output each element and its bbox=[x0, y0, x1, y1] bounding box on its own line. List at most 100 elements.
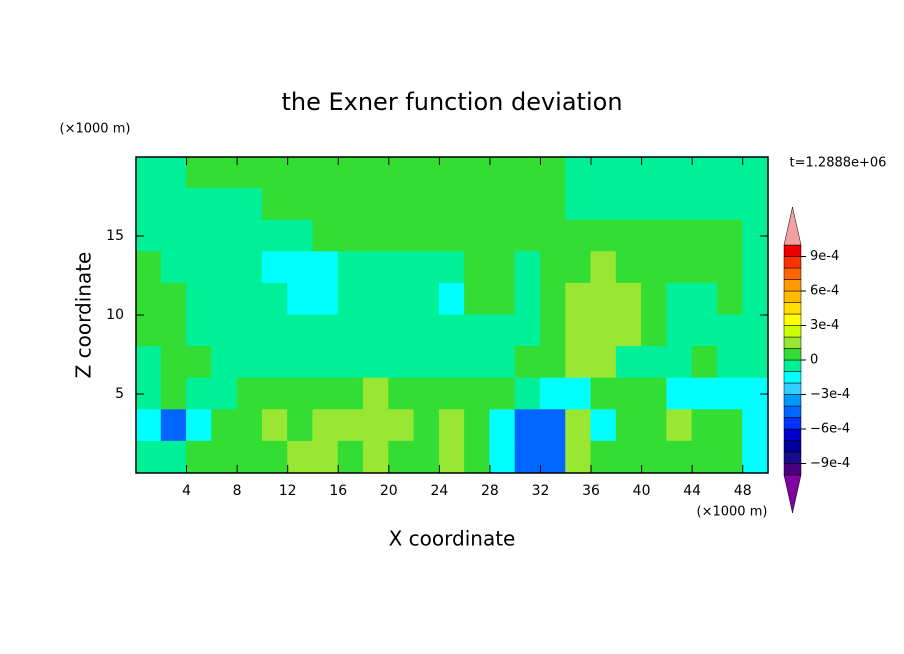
colorbar-box bbox=[783, 382, 802, 395]
contour-cell bbox=[363, 282, 390, 316]
contour-cell bbox=[539, 377, 567, 411]
contour-cell bbox=[615, 377, 643, 411]
contour-cell bbox=[666, 282, 693, 316]
contour-cell bbox=[186, 314, 213, 348]
contour-cell bbox=[136, 346, 162, 379]
contour-cell bbox=[514, 219, 541, 253]
contour-cell bbox=[388, 219, 415, 253]
contour-cell bbox=[261, 409, 289, 442]
contour-cell bbox=[160, 346, 188, 379]
x-tick-label: 8 bbox=[233, 483, 242, 499]
contour-cell bbox=[337, 188, 365, 221]
contour-cell bbox=[413, 409, 440, 442]
contour-cell bbox=[312, 377, 339, 411]
contour-cell bbox=[464, 314, 491, 348]
contour-cell bbox=[514, 346, 541, 379]
contour-cell bbox=[438, 282, 466, 316]
contour-cell bbox=[565, 282, 592, 316]
contour-cell bbox=[261, 377, 289, 411]
contour-cell bbox=[413, 377, 440, 411]
contour-cell bbox=[337, 219, 365, 253]
contour-cell bbox=[464, 251, 491, 284]
contour-cell bbox=[742, 440, 768, 473]
contour-cell bbox=[539, 188, 567, 221]
contour-cell bbox=[742, 188, 768, 221]
contour-cell bbox=[160, 188, 188, 221]
contour-cell bbox=[489, 440, 516, 473]
contour-cell bbox=[565, 251, 592, 284]
colorbar-box bbox=[783, 359, 802, 372]
colorbar-over bbox=[783, 206, 802, 246]
contour-cell bbox=[716, 314, 744, 348]
contour-cell bbox=[363, 157, 390, 190]
contour-cell bbox=[413, 282, 440, 316]
contour-cell bbox=[590, 219, 617, 253]
colorbar-box bbox=[783, 256, 802, 269]
colorbar-box bbox=[783, 428, 802, 441]
contour-cell bbox=[261, 282, 289, 316]
y-tick-label: 10 bbox=[106, 307, 124, 323]
contour-cell bbox=[186, 440, 213, 473]
colorbar-box bbox=[783, 267, 802, 280]
contour-cell bbox=[615, 282, 643, 316]
contour-cell bbox=[489, 377, 516, 411]
contour-cell bbox=[160, 440, 188, 473]
contour-cell bbox=[136, 188, 162, 221]
colorbar-box bbox=[783, 394, 802, 407]
contour-cell bbox=[337, 409, 365, 442]
colorbar-box bbox=[783, 348, 802, 361]
x-tick-label: 4 bbox=[182, 483, 191, 499]
contour-cell bbox=[211, 440, 238, 473]
contour-cell bbox=[287, 346, 314, 379]
contour-cell bbox=[236, 251, 263, 284]
contour-cell bbox=[287, 157, 314, 190]
contour-cell bbox=[691, 251, 718, 284]
colorbar-box bbox=[783, 336, 802, 349]
colorbar-box bbox=[783, 290, 802, 303]
contour-cell bbox=[287, 409, 314, 442]
contour-cell bbox=[211, 282, 238, 316]
x-tick-label: 40 bbox=[633, 483, 651, 499]
contour-cell bbox=[160, 377, 188, 411]
contour-cell bbox=[261, 314, 289, 348]
contour-cell bbox=[691, 440, 718, 473]
colorbar-tick-label: 3e-4 bbox=[810, 318, 839, 333]
y-axis-label: Z coordinate bbox=[72, 252, 96, 379]
contour-cell bbox=[691, 157, 718, 190]
contour-cell bbox=[691, 377, 718, 411]
contour-cell bbox=[641, 440, 668, 473]
contour-cell bbox=[211, 409, 238, 442]
contour-cell bbox=[236, 314, 263, 348]
contour-cell bbox=[590, 409, 617, 442]
contour-cell bbox=[236, 409, 263, 442]
contour-cell bbox=[514, 314, 541, 348]
contour-cell bbox=[539, 157, 567, 190]
contour-cell bbox=[691, 409, 718, 442]
contour-cell bbox=[160, 282, 188, 316]
colorbar-box bbox=[783, 463, 802, 476]
contour-cell bbox=[716, 282, 744, 316]
y-tick-label: 5 bbox=[115, 386, 124, 402]
contour-cell bbox=[186, 188, 213, 221]
contour-cell bbox=[261, 157, 289, 190]
colorbar-tick-label: 9e-4 bbox=[810, 249, 839, 264]
contour-cell bbox=[590, 314, 617, 348]
contour-cell bbox=[287, 440, 314, 473]
contour-cell bbox=[186, 282, 213, 316]
contour-field bbox=[136, 157, 768, 473]
contour-cell bbox=[716, 251, 744, 284]
y-unit: (×1000 m) bbox=[60, 122, 131, 137]
contour-cell bbox=[641, 282, 668, 316]
contour-cell bbox=[438, 346, 466, 379]
contour-cell bbox=[691, 282, 718, 316]
contour-cell bbox=[539, 282, 567, 316]
x-tick-label: 44 bbox=[683, 483, 701, 499]
contour-cell bbox=[438, 440, 466, 473]
contour-cell bbox=[312, 219, 339, 253]
contour-cell bbox=[236, 282, 263, 316]
contour-cell bbox=[261, 251, 289, 284]
contour-cell bbox=[438, 251, 466, 284]
contour-cell bbox=[413, 346, 440, 379]
contour-cell bbox=[186, 251, 213, 284]
